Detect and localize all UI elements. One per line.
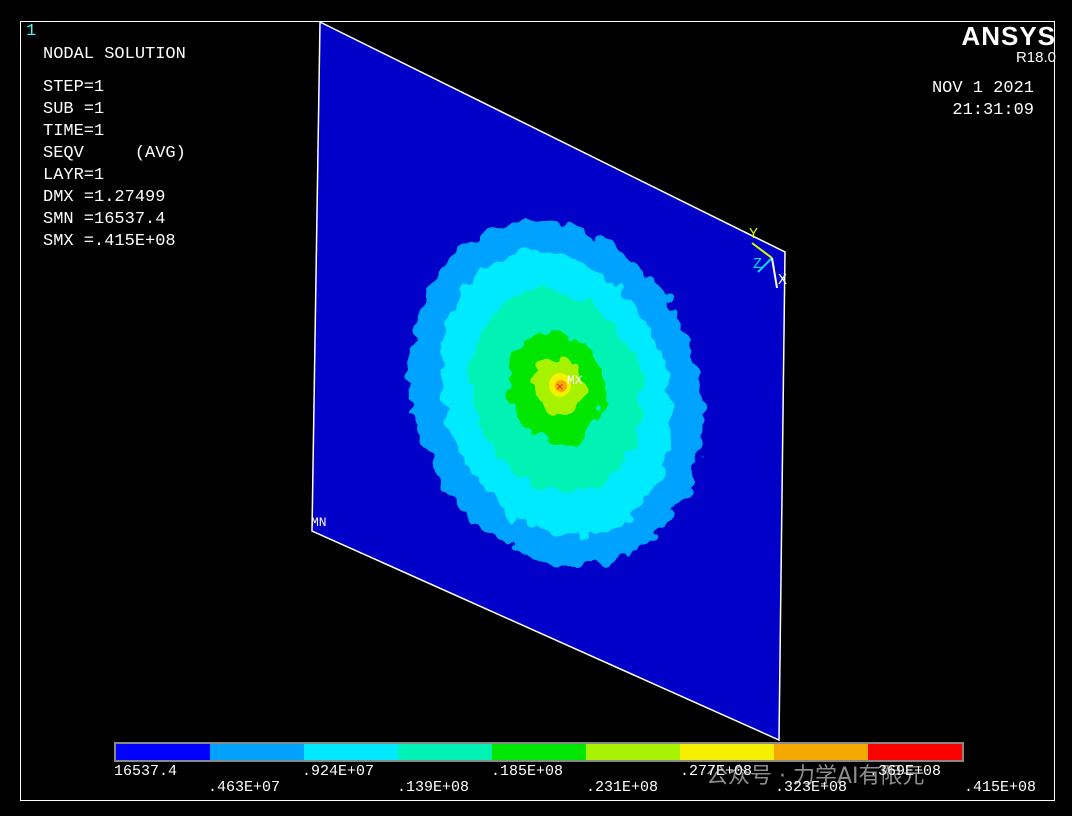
watermark: 公众号 · 力学AI有限元 — [706, 764, 925, 789]
ansys-logo: ANSYS R18.0 — [961, 22, 1056, 66]
info-sub: SUB =1 — [43, 100, 105, 119]
legend-label: .924E+07 — [302, 763, 375, 780]
legend-label: .139E+08 — [397, 779, 470, 796]
info-step: STEP=1 — [43, 78, 105, 97]
legend-band-8 — [774, 744, 868, 760]
contour-legend-bar — [114, 742, 964, 762]
axis-x-label: X — [778, 272, 787, 289]
plot-time: 21:31:09 — [952, 101, 1034, 120]
axis-y-label: Y — [749, 226, 758, 243]
legend-band-9 — [868, 744, 962, 760]
max-marker-cross: × — [556, 380, 564, 395]
datetime: NOV 1 2021 21:31:09 — [932, 78, 1034, 122]
legend-band-3 — [304, 744, 398, 760]
legend-band-2 — [210, 744, 304, 760]
window-number: 1 — [26, 22, 37, 41]
legend-label: .323E+08 — [775, 779, 848, 796]
max-marker-label: MX — [567, 373, 583, 388]
legend-label: .369E+08 — [869, 763, 942, 780]
plot-date: NOV 1 2021 — [931, 79, 1034, 98]
info-smn: SMN =16537.4 — [43, 210, 166, 229]
legend-band-1 — [116, 744, 210, 760]
legend-band-4 — [398, 744, 492, 760]
info-dmx: DMX =1.27499 — [43, 188, 166, 207]
legend-label: .415E+08 — [964, 779, 1037, 796]
legend-label: .277E+08 — [680, 763, 753, 780]
axis-x-line — [771, 257, 778, 289]
axis-z-line — [757, 257, 773, 273]
brand-version: R18.0 — [1015, 49, 1056, 66]
stress-contours — [409, 220, 703, 566]
legend-band-7 — [680, 744, 774, 760]
info-smx: SMX =.415E+08 — [43, 232, 176, 251]
info-time: TIME=1 — [43, 122, 105, 141]
legend-label: .185E+08 — [491, 763, 564, 780]
graphics-window-frame — [20, 21, 1055, 801]
min-marker-label: MN — [311, 515, 327, 530]
axis-y-line — [751, 242, 773, 259]
plot-title: NODAL SOLUTION — [43, 45, 186, 64]
legend-label: .463E+07 — [208, 779, 281, 796]
legend-label: .231E+08 — [586, 779, 659, 796]
legend-band-6 — [586, 744, 680, 760]
info-seqv: SEQV (AVG) — [43, 144, 186, 163]
info-layr: LAYR=1 — [43, 166, 105, 185]
legend-band-5 — [492, 744, 586, 760]
axis-z-label: Z — [753, 256, 762, 273]
contour-band-7 — [555, 380, 567, 392]
legend-label: 16537.4 — [114, 763, 178, 780]
brand-name: ANSYS — [961, 21, 1056, 51]
axis-triad: Y Z X — [749, 226, 787, 289]
